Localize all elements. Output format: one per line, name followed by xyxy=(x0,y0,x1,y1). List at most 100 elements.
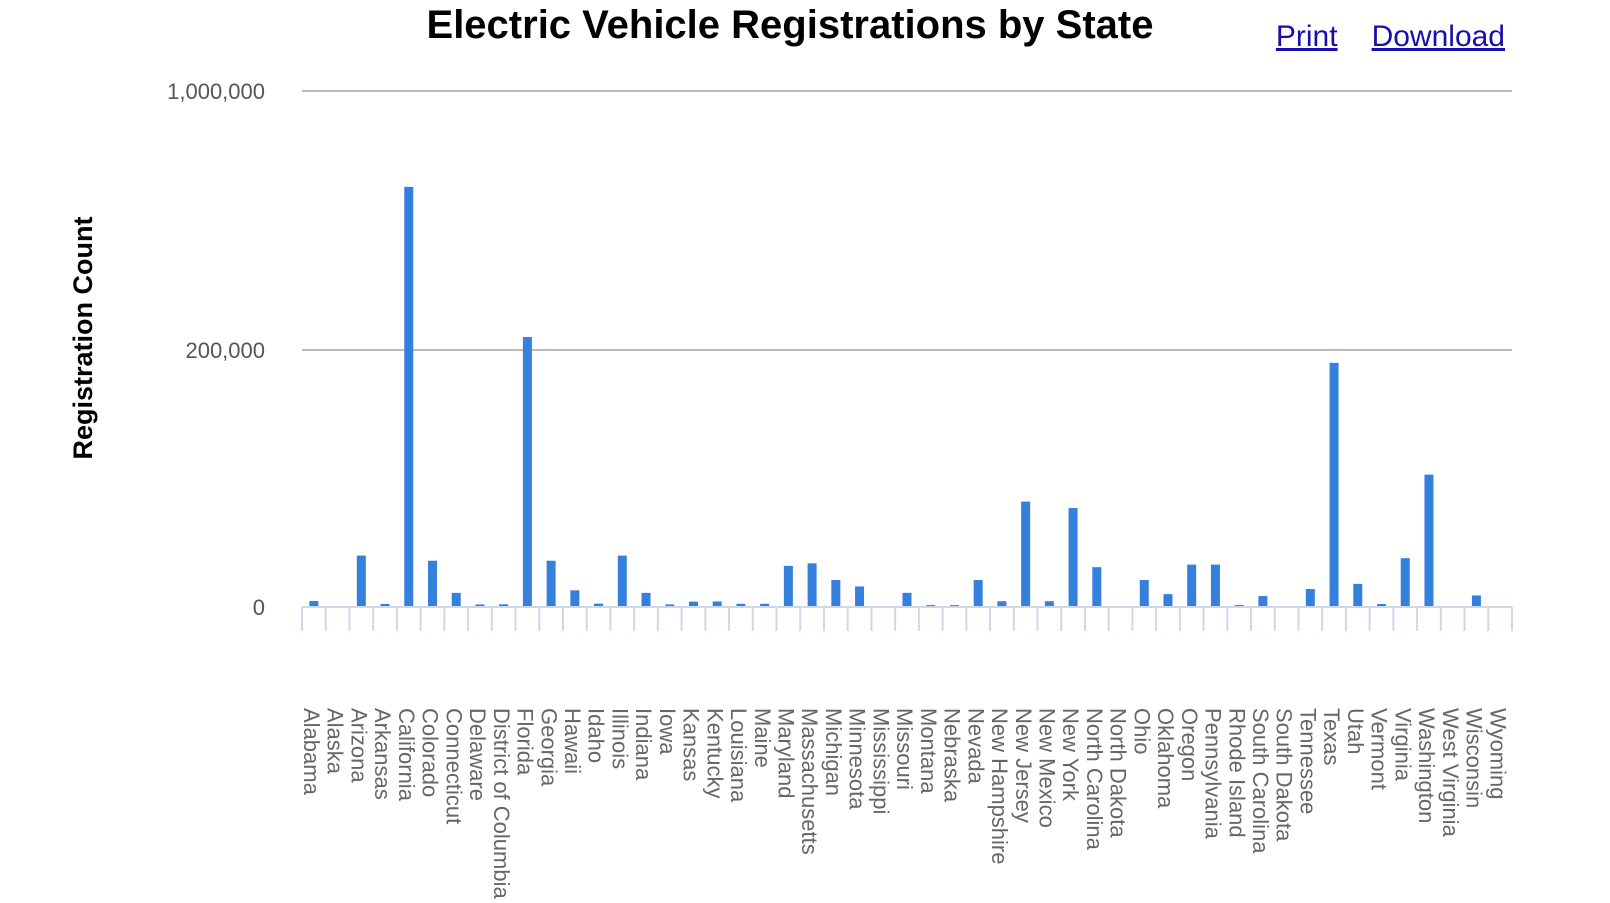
y-tick-label: 1,000,000 xyxy=(167,79,265,104)
bar xyxy=(1329,362,1339,607)
x-tick-label: Kansas xyxy=(679,708,704,781)
bar xyxy=(665,604,675,607)
x-tick-label: Arizona xyxy=(346,708,371,783)
bar xyxy=(1021,501,1031,607)
bar xyxy=(1258,596,1268,607)
x-tick-label: Hawaii xyxy=(560,708,585,774)
x-tick-label: New Jersey xyxy=(1011,708,1036,823)
print-link[interactable]: Print xyxy=(1275,20,1338,53)
x-tick-label: Tennessee xyxy=(1295,708,1320,814)
bar xyxy=(1377,604,1387,607)
bar xyxy=(973,580,983,607)
bar xyxy=(1471,595,1481,607)
bar xyxy=(641,592,651,607)
x-axis-labels: AlabamaAlaskaArizonaArkansasCaliforniaCo… xyxy=(299,708,1510,899)
x-tick-label: Utah xyxy=(1343,708,1368,754)
bar xyxy=(570,590,580,607)
x-tick-label: Texas xyxy=(1319,708,1344,765)
x-tick-label: Florida xyxy=(513,708,538,776)
bar xyxy=(1092,567,1102,607)
x-tick-label: Arkansas xyxy=(370,708,395,800)
x-tick-label: District of Columbia xyxy=(489,708,514,899)
x-tick-label: Louisiana xyxy=(726,708,751,803)
bar xyxy=(807,563,817,607)
bar xyxy=(1210,564,1220,607)
bar xyxy=(546,560,556,607)
y-tick-label: 200,000 xyxy=(185,338,265,363)
x-tick-label: South Dakota xyxy=(1272,708,1297,842)
x-tick-label: New Hampshire xyxy=(987,708,1012,865)
bar xyxy=(712,601,722,607)
bar xyxy=(522,337,532,607)
bar xyxy=(1305,589,1315,607)
chart-actions: Print Download xyxy=(1276,20,1505,54)
bar xyxy=(760,603,770,607)
x-tick-label: Connecticut xyxy=(441,708,466,824)
x-tick-label: California xyxy=(394,708,419,802)
bar xyxy=(1353,583,1363,607)
bar xyxy=(855,586,865,607)
y-tick-label: 0 xyxy=(253,595,265,620)
x-tick-label: Nebraska xyxy=(940,708,965,803)
x-tick-label: Minnesota xyxy=(845,708,870,810)
x-tick-label: Colorado xyxy=(418,708,443,797)
bar xyxy=(688,601,698,607)
x-tick-label: Maine xyxy=(750,708,775,768)
x-tick-label: Virginia xyxy=(1390,708,1415,782)
bar xyxy=(831,580,841,607)
x-tick-label: Kentucky xyxy=(702,708,727,799)
x-tick-label: West Virginia xyxy=(1438,708,1463,838)
bar xyxy=(1163,594,1173,607)
x-tick-label: Illinois xyxy=(607,708,632,769)
x-tick-label: Maryland xyxy=(774,708,799,798)
bar xyxy=(902,592,912,607)
x-tick-label: South Carolina xyxy=(1248,708,1273,854)
bar xyxy=(617,555,627,607)
x-tick-label: Massachusetts xyxy=(797,708,822,855)
x-tick-label: Iowa xyxy=(655,708,680,755)
bar xyxy=(1424,474,1434,607)
x-tick-label: Oregon xyxy=(1177,708,1202,781)
bar xyxy=(1044,601,1054,607)
bar xyxy=(404,186,414,607)
x-tick-label: Wyoming xyxy=(1485,708,1510,800)
x-tick-label: Alabama xyxy=(299,708,324,796)
x-tick-label: North Dakota xyxy=(1106,708,1131,838)
bar xyxy=(783,565,793,607)
bar xyxy=(1068,508,1078,607)
x-tick-label: Washington xyxy=(1414,708,1439,823)
download-link[interactable]: Download xyxy=(1371,20,1505,53)
y-axis-ticks: 0 200,000 1,000,000 xyxy=(167,79,265,620)
x-axis xyxy=(301,606,1513,631)
x-tick-label: Pennsylvania xyxy=(1201,708,1226,840)
bar xyxy=(356,555,366,607)
x-tick-label: North Carolina xyxy=(1082,708,1107,851)
x-tick-label: Rhode Island xyxy=(1224,708,1249,838)
x-tick-label: Missouri xyxy=(892,708,917,790)
x-tick-label: Wisconsin xyxy=(1462,708,1487,808)
bar xyxy=(1400,558,1410,607)
x-tick-label: Georgia xyxy=(536,708,561,787)
bar xyxy=(309,600,319,607)
bar xyxy=(427,560,437,607)
x-tick-label: Oklahoma xyxy=(1153,708,1178,809)
bar xyxy=(451,592,461,607)
x-tick-label: Mississippi xyxy=(868,708,893,814)
x-tick-label: Montana xyxy=(916,708,941,794)
bars xyxy=(309,186,1505,607)
x-tick-label: New York xyxy=(1058,708,1083,802)
y-axis-title: Registration Count xyxy=(68,217,98,460)
bar xyxy=(997,601,1007,607)
x-tick-label: Ohio xyxy=(1129,708,1154,754)
bar xyxy=(499,604,509,607)
bar xyxy=(475,604,485,607)
x-tick-label: New Mexico xyxy=(1034,708,1059,828)
x-tick-label: Nevada xyxy=(963,708,988,785)
bar xyxy=(736,603,746,607)
bar xyxy=(380,603,390,607)
x-tick-label: Alaska xyxy=(323,708,348,775)
bar xyxy=(1187,564,1197,607)
x-tick-label: Delaware xyxy=(465,708,490,801)
